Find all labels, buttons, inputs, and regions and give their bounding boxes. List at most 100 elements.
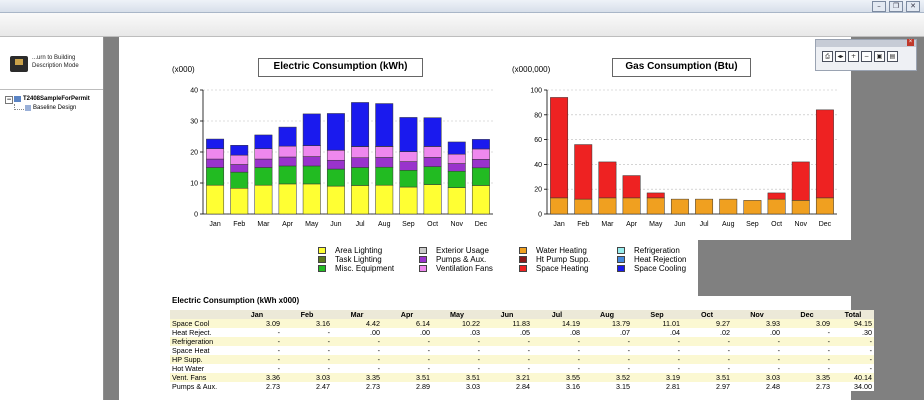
viewer-background-gap <box>698 240 851 296</box>
electric-consumption-table: Jan Feb Mar Apr May Jun Jul Aug Sep Oct Nov Dec Tota… <box>170 310 874 391</box>
restore-icon[interactable]: ❐ <box>889 1 903 12</box>
bar-segment <box>230 145 249 156</box>
table-cell: 2.84 <box>482 382 532 391</box>
tree-item-project[interactable]: − T2408SampleForPermit <box>5 95 90 110</box>
row-label: HP Supp. <box>170 355 232 364</box>
row-label: Hot Water <box>170 364 232 373</box>
x-tick-label: Dec <box>475 221 488 228</box>
legend-swatch <box>419 256 427 263</box>
page-nav-icon[interactable]: ◂▸ <box>835 51 846 62</box>
bar-segment <box>206 158 225 168</box>
table-cell: - <box>282 328 332 337</box>
bar-segment <box>399 117 418 152</box>
bar-segment <box>254 158 273 168</box>
bar-segment <box>423 184 442 215</box>
y-tick-label: 60 <box>534 137 542 144</box>
bar-segment <box>598 161 617 199</box>
bar-segment <box>278 156 297 167</box>
return-to-building-description-button[interactable]: ...urn to Building Description Mode <box>6 53 102 79</box>
viewer-background-left <box>104 37 119 400</box>
table-cell: - <box>782 364 832 373</box>
x-tick-label: Mar <box>257 221 270 228</box>
bar-segment <box>447 163 466 172</box>
bar-segment <box>230 164 249 173</box>
legend-swatch <box>519 247 527 254</box>
zoom-in-icon[interactable]: + <box>848 51 859 62</box>
x-tick-label: Jun <box>674 221 685 228</box>
bar-segment <box>230 188 249 215</box>
print-icon[interactable]: ⎙ <box>822 51 833 62</box>
table-cell: 3.09 <box>782 319 832 328</box>
table-cell: - <box>732 346 782 355</box>
bar-segment <box>815 197 834 215</box>
table-cell: - <box>782 355 832 364</box>
table-cell: - <box>382 355 432 364</box>
table-cell: 34.00 <box>832 382 874 391</box>
bar-segment <box>302 145 321 157</box>
table-cell: 3.03 <box>432 382 482 391</box>
export-icon[interactable]: ▤ <box>887 51 898 62</box>
bar-segment <box>278 165 297 185</box>
bar-segment <box>574 198 593 215</box>
table-header-cell <box>170 310 232 319</box>
table-header-cell: Apr <box>382 310 432 319</box>
close-icon[interactable]: ✕ <box>906 1 920 12</box>
row-label: Vent. Fans <box>170 373 232 382</box>
table-cell: 3.35 <box>782 373 832 382</box>
zoom-out-icon[interactable]: − <box>861 51 872 62</box>
bar-segment <box>351 167 370 186</box>
table-header-cell: Aug <box>582 310 632 319</box>
bar-segment <box>206 138 225 149</box>
legend-swatch <box>617 265 625 272</box>
tree-item-baseline-design[interactable]: Baseline Design <box>5 104 90 113</box>
bar-segment <box>278 183 297 215</box>
legend-label: Misc. Equipment <box>335 264 395 273</box>
legend-label: Area Lighting <box>335 246 383 255</box>
legend-label: Task Lighting <box>335 255 382 264</box>
table-cell: - <box>832 355 874 364</box>
table-header-cell: Total <box>832 310 874 319</box>
table-header-cell: Nov <box>732 310 782 319</box>
bar-segment <box>302 165 321 185</box>
x-tick-label: Jul <box>700 221 709 228</box>
table-cell: .08 <box>532 328 582 337</box>
table-cell: 2.73 <box>332 382 382 391</box>
table-cell: - <box>732 364 782 373</box>
x-tick-label: Apr <box>626 221 638 228</box>
close-icon[interactable]: × <box>907 39 914 46</box>
bar-segment <box>767 192 786 200</box>
legend-label: Refrigeration <box>634 246 680 255</box>
save-icon[interactable]: ▣ <box>874 51 885 62</box>
table-cell: - <box>832 364 874 373</box>
bar-segment <box>598 197 617 215</box>
table-cell: 13.79 <box>582 319 632 328</box>
table-header-cell: Sep <box>632 310 682 319</box>
minimize-icon[interactable]: – <box>872 1 886 12</box>
table-cell: - <box>682 346 732 355</box>
legend-label: Heat Rejection <box>634 255 687 264</box>
table-cell: - <box>582 364 632 373</box>
table-cell: - <box>332 346 382 355</box>
bar-segment <box>375 103 394 147</box>
bar-segment <box>423 146 442 158</box>
table-row: Hot Water - - - - - - - - - - - - - <box>170 364 874 373</box>
row-label: Heat Reject. <box>170 328 232 337</box>
x-tick-label: Sep <box>746 221 759 228</box>
table-cell: 6.14 <box>382 319 432 328</box>
table-cell: - <box>482 337 532 346</box>
bar-segment <box>399 151 418 162</box>
table-cell: - <box>832 337 874 346</box>
bar-segment <box>447 141 466 155</box>
legend-swatch <box>318 247 326 254</box>
legend-label: Space Heating <box>536 264 589 273</box>
bar-segment <box>791 161 810 201</box>
table-cell: - <box>382 364 432 373</box>
y-tick-label: 10 <box>190 181 198 188</box>
bar-segment <box>471 167 490 186</box>
table-cell: - <box>432 346 482 355</box>
sidebar: ...urn to Building Description Mode − T2… <box>0 37 104 400</box>
collapse-icon[interactable]: − <box>5 96 13 104</box>
bar-segment <box>254 184 273 215</box>
bar-segment <box>622 197 641 215</box>
table-cell: 3.16 <box>532 382 582 391</box>
